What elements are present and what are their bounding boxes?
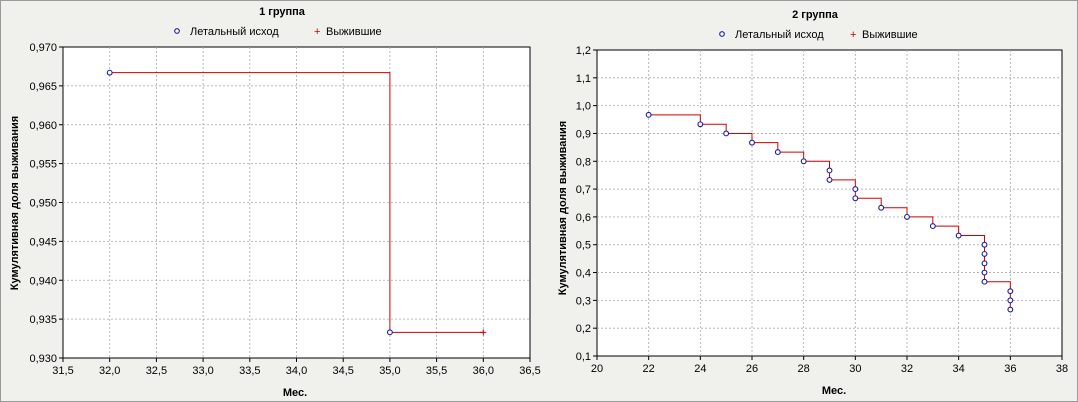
chart2-event-marker	[852, 195, 859, 202]
chart2-event-marker	[826, 167, 833, 174]
chart2-ytick-label: 0,9	[576, 128, 591, 140]
chart2-event-marker	[981, 241, 988, 248]
chart2-event-marker	[645, 111, 652, 118]
chart2-ytick-label: 1,1	[576, 73, 591, 85]
chart2-xtick-label: 24	[694, 363, 706, 375]
chart2-ytick-label: 0,1	[576, 351, 591, 363]
chart1-xtick-label: 31,5	[52, 365, 73, 377]
chart2-xtick-label: 30	[849, 363, 861, 375]
chart1-xtick-label: 33,0	[192, 365, 213, 377]
chart2-event-marker	[1007, 288, 1014, 295]
chart2-ytick-label: 0,2	[576, 323, 591, 335]
chart2-xtick-label: 38	[1056, 363, 1068, 375]
chart1-title: 1 группа	[259, 6, 306, 18]
chart2-event-marker	[697, 121, 704, 128]
chart2-event-marker	[981, 260, 988, 267]
chart2-event-marker	[981, 250, 988, 257]
chart2-event-marker	[1007, 306, 1014, 313]
chart2-xlabel: Мес.	[822, 385, 846, 397]
chart2-plot: 20 22 24 26 28 30 32 34 36 38 0,1 0,2 0,3 0,4 0,5 0,6 0,…	[576, 45, 1068, 375]
chart2-xtick-label: 22	[643, 363, 655, 375]
chart2-xtick-label: 36	[1004, 363, 1016, 375]
chart2-legend-event-label: Летальный исход	[735, 29, 824, 41]
chart2-ytick-label: 0,6	[576, 212, 591, 224]
chart2-ytick-label: 0,4	[576, 268, 591, 280]
chart2-legend: Летальный исход + Выжившие	[719, 29, 918, 41]
chart1-xtick-label: 33,5	[239, 365, 260, 377]
chart1-legend-event-marker	[174, 28, 180, 34]
chart1-ytick-label: 0,945	[29, 236, 57, 248]
chart2-xtick-label: 26	[746, 363, 758, 375]
chart2-event-marker	[981, 269, 988, 276]
chart1-xtick-label: 32,5	[146, 365, 167, 377]
chart2-ytick-label: 0,7	[576, 184, 591, 196]
chart1-xtick-label: 34,0	[286, 365, 307, 377]
chart2-ytick-label: 1,0	[576, 101, 591, 113]
chart1-survival-step-line	[109, 72, 484, 333]
chart1-ytick-label: 0,970	[29, 42, 57, 54]
chart1-xtick-label: 36,5	[519, 365, 540, 377]
chart2-ytick-label: 0,3	[576, 295, 591, 307]
chart1-xtick-label: 35,5	[426, 365, 447, 377]
chart1-legend-censored-marker: +	[314, 26, 320, 38]
chart2-event-marker	[878, 204, 885, 211]
chart2-event-marker	[800, 158, 807, 165]
chart1-plot: 31,5 32,0 32,5 33,0 33,5 34,0 34,5 35,0 35,5 36,0…	[29, 42, 540, 377]
chart1-event-marker	[106, 69, 113, 76]
chart2-plot-area	[596, 49, 1063, 357]
chart1-xtick-label: 34,5	[332, 365, 353, 377]
chart1-event-marker	[386, 329, 393, 336]
chart2-survival-step-line	[648, 114, 1011, 310]
chart1-ytick-label: 0,965	[29, 81, 57, 93]
chart2-event-marker	[1007, 297, 1014, 304]
chart1-legend: Летальный исход + Выжившие	[174, 26, 382, 38]
chart2-xtick-label: 28	[798, 363, 810, 375]
plots-layer: 31,5 32,0 32,5 33,0 33,5 34,0 34,5 35,0 35,5 36,0…	[29, 42, 1068, 377]
chart1-censored-marker	[480, 329, 487, 336]
chart1-ytick-label: 0,950	[29, 198, 57, 210]
chart2-ylabel: Кумулятивная доля выживания	[557, 121, 569, 295]
chart1-ytick-label: 0,940	[29, 275, 57, 287]
chart2-ytick-label: 0,8	[576, 156, 591, 168]
chart1-ytick-label: 0,930	[29, 353, 57, 365]
chart2-event-marker	[904, 213, 910, 220]
chart2-event-marker	[955, 232, 962, 239]
chart2-event-marker	[981, 278, 988, 285]
chart2-title: 2 группа	[792, 9, 839, 21]
chart1-xlabel: Мес.	[283, 387, 307, 399]
chart1-ytick-label: 0,960	[29, 120, 57, 132]
chart2-ytick-label: 1,2	[576, 45, 591, 57]
chart2-event-marker	[826, 176, 833, 183]
chart1-ytick-label: 0,955	[29, 159, 57, 171]
chart2-ytick-label: 0,5	[576, 240, 591, 252]
chart1-legend-censored-label: Выжившие	[326, 26, 382, 38]
chart2-event-marker	[774, 149, 781, 156]
chart1-ylabel: Кумулятивная доля выживания	[9, 116, 21, 290]
chart2-xtick-label: 20	[591, 363, 603, 375]
chart2-event-marker	[749, 139, 755, 146]
chart2-event-marker	[929, 223, 936, 230]
chart2-event-marker	[723, 130, 730, 137]
chart2-event-marker	[852, 186, 859, 193]
chart1-xtick-label: 32,0	[99, 365, 120, 377]
chart2-legend-censored-label: Выжившие	[862, 29, 918, 41]
chart1-xtick-label: 36,0	[473, 365, 494, 377]
chart2-xtick-label: 32	[901, 363, 913, 375]
chart1-xtick-label: 35,0	[379, 365, 400, 377]
chart2-legend-event-marker	[719, 31, 725, 37]
chart1-ytick-label: 0,935	[29, 314, 57, 326]
chart1-legend-event-label: Летальный исход	[190, 26, 279, 38]
chart2-legend-censored-marker: +	[850, 29, 856, 41]
chart2-xtick-label: 34	[953, 363, 965, 375]
